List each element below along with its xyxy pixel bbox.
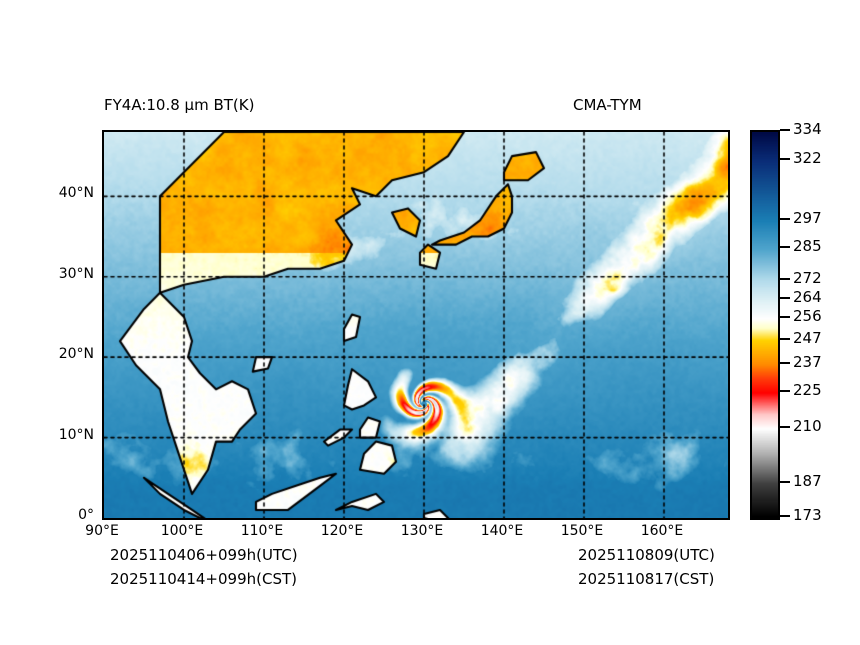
colorbar-gradient — [752, 132, 778, 518]
y-tick-20: 20°N — [58, 346, 94, 363]
colorbar-tick-mark-210 — [780, 426, 790, 429]
colorbar-tick-mark-272 — [780, 277, 790, 280]
satellite-map-plot — [102, 130, 730, 520]
y-tick-10: 10°N — [58, 426, 94, 443]
x-tick-110: 110°E — [240, 523, 284, 539]
colorbar-tick-label-187: 187 — [793, 472, 822, 491]
timestamp-right-cst: 2025110817(CST) — [578, 570, 715, 588]
brightness-temperature-heatmap — [104, 132, 728, 518]
colorbar-tick-mark-247 — [780, 337, 790, 340]
x-tick-90: 90°E — [85, 523, 119, 539]
colorbar-tick-mark-334 — [780, 129, 790, 131]
colorbar-tick-mark-285 — [780, 246, 790, 249]
y-tick-30: 30°N — [58, 265, 94, 282]
colorbar-tick-mark-264 — [780, 296, 790, 299]
colorbar-tick-label-297: 297 — [793, 208, 822, 227]
x-tick-150: 150°E — [560, 523, 604, 539]
colorbar-tick-label-334: 334 — [793, 120, 822, 138]
x-tick-140: 140°E — [480, 523, 524, 539]
colorbar-tick-mark-173 — [780, 515, 790, 517]
plot-title-left: FY4A:10.8 μm BT(K) — [104, 96, 255, 114]
colorbar-tick-mark-297 — [780, 217, 790, 220]
colorbar-tick-label-225: 225 — [793, 381, 822, 400]
timestamp-left-utc: 2025110406+099h(UTC) — [110, 546, 298, 564]
colorbar-tick-label-272: 272 — [793, 268, 822, 287]
colorbar-tick-label-264: 264 — [793, 287, 822, 306]
colorbar-tick-mark-187 — [780, 481, 790, 484]
x-tick-100: 100°E — [160, 523, 204, 539]
colorbar-tick-label-322: 322 — [793, 148, 822, 167]
timestamp-left-cst: 2025110414+099h(CST) — [110, 570, 298, 588]
y-tick-40: 40°N — [58, 185, 94, 202]
colorbar-tick-label-237: 237 — [793, 352, 822, 371]
x-tick-130: 130°E — [400, 523, 444, 539]
x-tick-120: 120°E — [320, 523, 364, 539]
colorbar-tick-label-210: 210 — [793, 417, 822, 436]
colorbar-tick-mark-322 — [780, 157, 790, 160]
colorbar-tick-label-247: 247 — [793, 328, 822, 347]
colorbar — [750, 130, 780, 520]
colorbar-tick-label-256: 256 — [793, 307, 822, 325]
colorbar-tick-mark-237 — [780, 361, 790, 364]
colorbar-tick-label-173: 173 — [793, 506, 822, 524]
colorbar-tick-mark-225 — [780, 390, 790, 393]
x-tick-160: 160°E — [640, 523, 684, 539]
timestamp-right-utc: 2025110809(UTC) — [578, 546, 715, 564]
y-tick-0: 0° — [78, 507, 94, 523]
colorbar-tick-mark-256 — [780, 316, 790, 318]
colorbar-tick-label-285: 285 — [793, 237, 822, 256]
plot-title-right: CMA-TYM — [573, 96, 642, 114]
